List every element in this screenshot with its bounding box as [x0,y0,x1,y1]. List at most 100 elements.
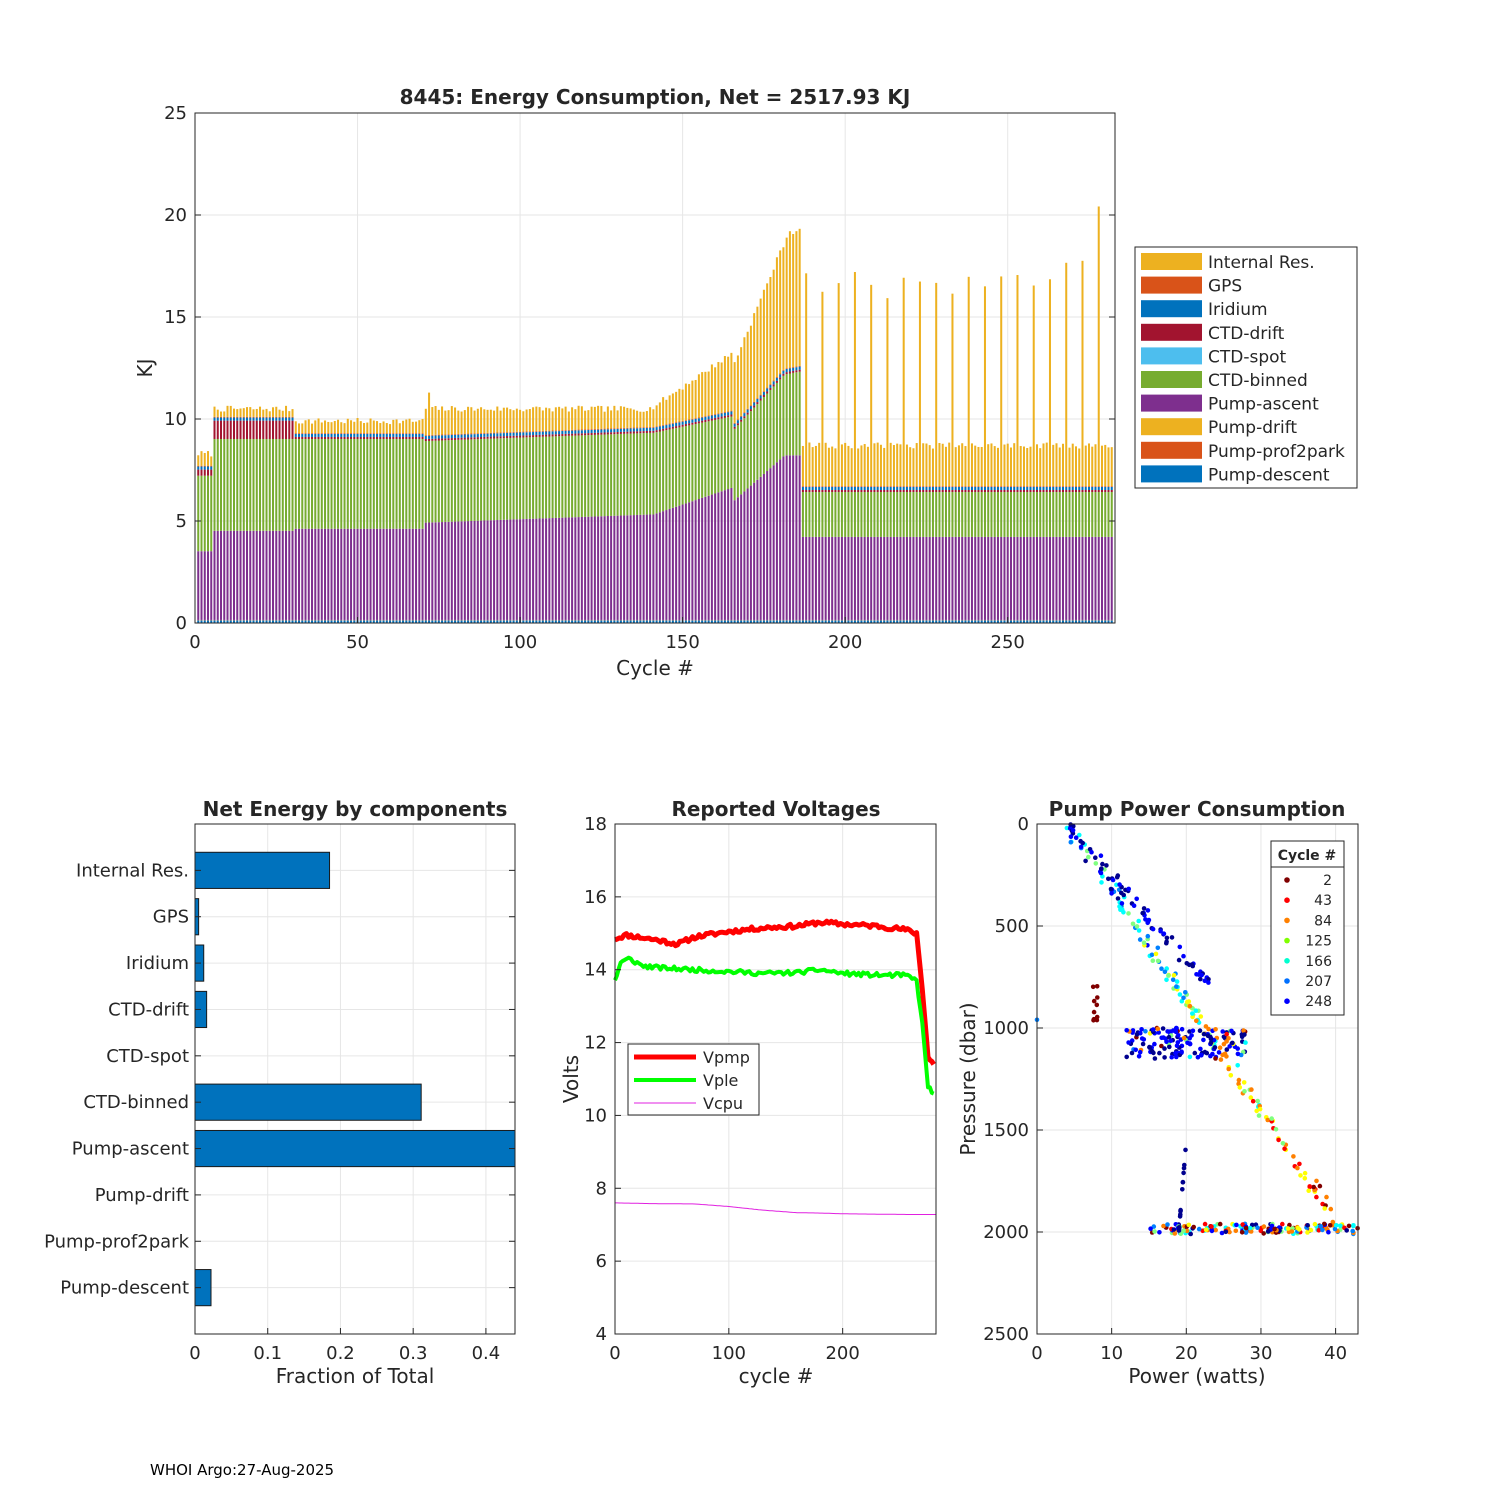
energy-bar-segment [847,445,850,487]
energy-bar-segment [587,429,590,431]
energy-bar-segment [616,434,619,516]
energy-bar-segment [447,434,450,436]
energy-bar-segment [259,620,262,623]
energy-bar-segment [873,489,876,493]
energy-bar-segment [827,489,830,493]
energy-bar-segment [314,433,317,434]
energy-bar-segment [636,428,639,432]
energy-bar-segment [860,536,863,620]
energy-bar-segment [405,436,408,439]
energy-bar-segment [525,518,528,620]
pump-power-point [1136,928,1142,933]
energy-bar-segment [1100,486,1104,490]
pump-power-point [1130,921,1136,927]
energy-bar-segment [642,411,645,428]
energy-bar-segment [499,432,502,434]
energy-bar-segment [1094,536,1097,620]
energy-bar-segment [288,411,291,417]
energy-bar-segment [515,435,518,438]
energy-bar-segment [1013,486,1016,487]
energy-bar-segment [668,429,671,509]
energy-bar-segment [704,496,707,620]
energy-bar-segment [1110,492,1113,537]
energy-bar-segment [366,620,369,623]
energy-bar-segment [467,437,470,440]
energy-bar-segment [506,620,509,623]
pump-power-point [1199,1052,1204,1058]
energy-bar-segment [662,425,665,429]
energy-bar-segment [1039,486,1042,490]
energy-bar-segment [587,435,590,517]
energy-bar-segment [571,620,574,623]
energy-bar-segment [369,528,372,620]
energy-bar-segment [545,431,548,435]
components-category-label: CTD-spot [106,1046,189,1067]
energy-bar-segment [1087,620,1091,623]
energy-bar-segment [1104,536,1107,620]
pump-power-point [1217,1221,1223,1227]
energy-bar-segment [766,388,769,392]
energy-bar-segment [606,406,609,429]
pump-ytick-label: 0 [1018,814,1029,835]
energy-bar-segment [1052,492,1055,537]
energy-legend-swatch [1141,418,1202,436]
energy-bar-segment [233,420,236,439]
energy-bar-segment [298,436,301,439]
energy-bar-segment [398,438,401,529]
energy-bar-segment [275,417,278,421]
energy-bar-segment [298,528,301,620]
energy-bar-segment [610,620,613,623]
energy-bar-segment [541,436,544,519]
energy-bar-segment [561,434,564,437]
energy-bar-segment [990,486,993,487]
energy-bar-segment [246,407,249,417]
pump-power-point [1169,935,1175,940]
energy-bar-segment [801,492,804,537]
energy-bar-segment [1000,620,1003,623]
energy-bar-segment [935,492,938,537]
energy-bar-segment [870,284,873,487]
energy-bar-segment [632,428,635,432]
components-xtick-label: 0 [189,1343,200,1364]
energy-bar-segment [743,491,746,620]
energy-bar-segment [632,515,635,620]
energy-bar-segment [668,620,671,623]
energy-bar-segment [987,489,990,493]
energy-bar-segment [730,620,733,623]
energy-bar-segment [879,620,882,623]
energy-bar-segment [434,522,437,620]
pump-power-point [1086,854,1091,860]
energy-bar-segment [320,433,323,434]
energy-bar-segment [863,620,866,623]
energy-bar-segment [736,420,739,424]
pump-power-point [1181,1165,1187,1171]
energy-bar-segment [883,536,886,620]
energy-bar-segment [307,419,310,434]
energy-bar-segment [593,434,596,517]
energy-bar-segment [476,434,479,438]
energy-bar-segment [402,528,405,620]
pump-power-point [1124,1028,1129,1033]
energy-bar-segment [853,492,856,537]
energy-bar-segment [668,427,671,430]
energy-bar-segment [242,416,245,418]
energy-bar-segment [866,620,869,623]
energy-bar-segment [844,442,847,487]
voltages-ytick-label: 10 [584,1105,607,1126]
energy-bar-segment [1016,486,1019,487]
energy-bar-segment [899,486,902,487]
energy-bar-segment [805,486,808,487]
energy-bar-segment [606,429,609,433]
energy-bar-segment [493,620,496,623]
energy-bar-segment [424,435,427,439]
energy-bar-segment [294,421,297,434]
energy-bar-segment [356,433,359,437]
energy-bar-segment [470,433,473,435]
energy-bar-segment [298,433,301,434]
energy-bar-segment [619,428,622,429]
energy-bar-segment [662,424,665,426]
energy-bar-segment [519,431,522,433]
pump-power-point [1098,870,1104,876]
energy-bar-segment [434,620,437,623]
energy-bar-segment [301,433,304,434]
